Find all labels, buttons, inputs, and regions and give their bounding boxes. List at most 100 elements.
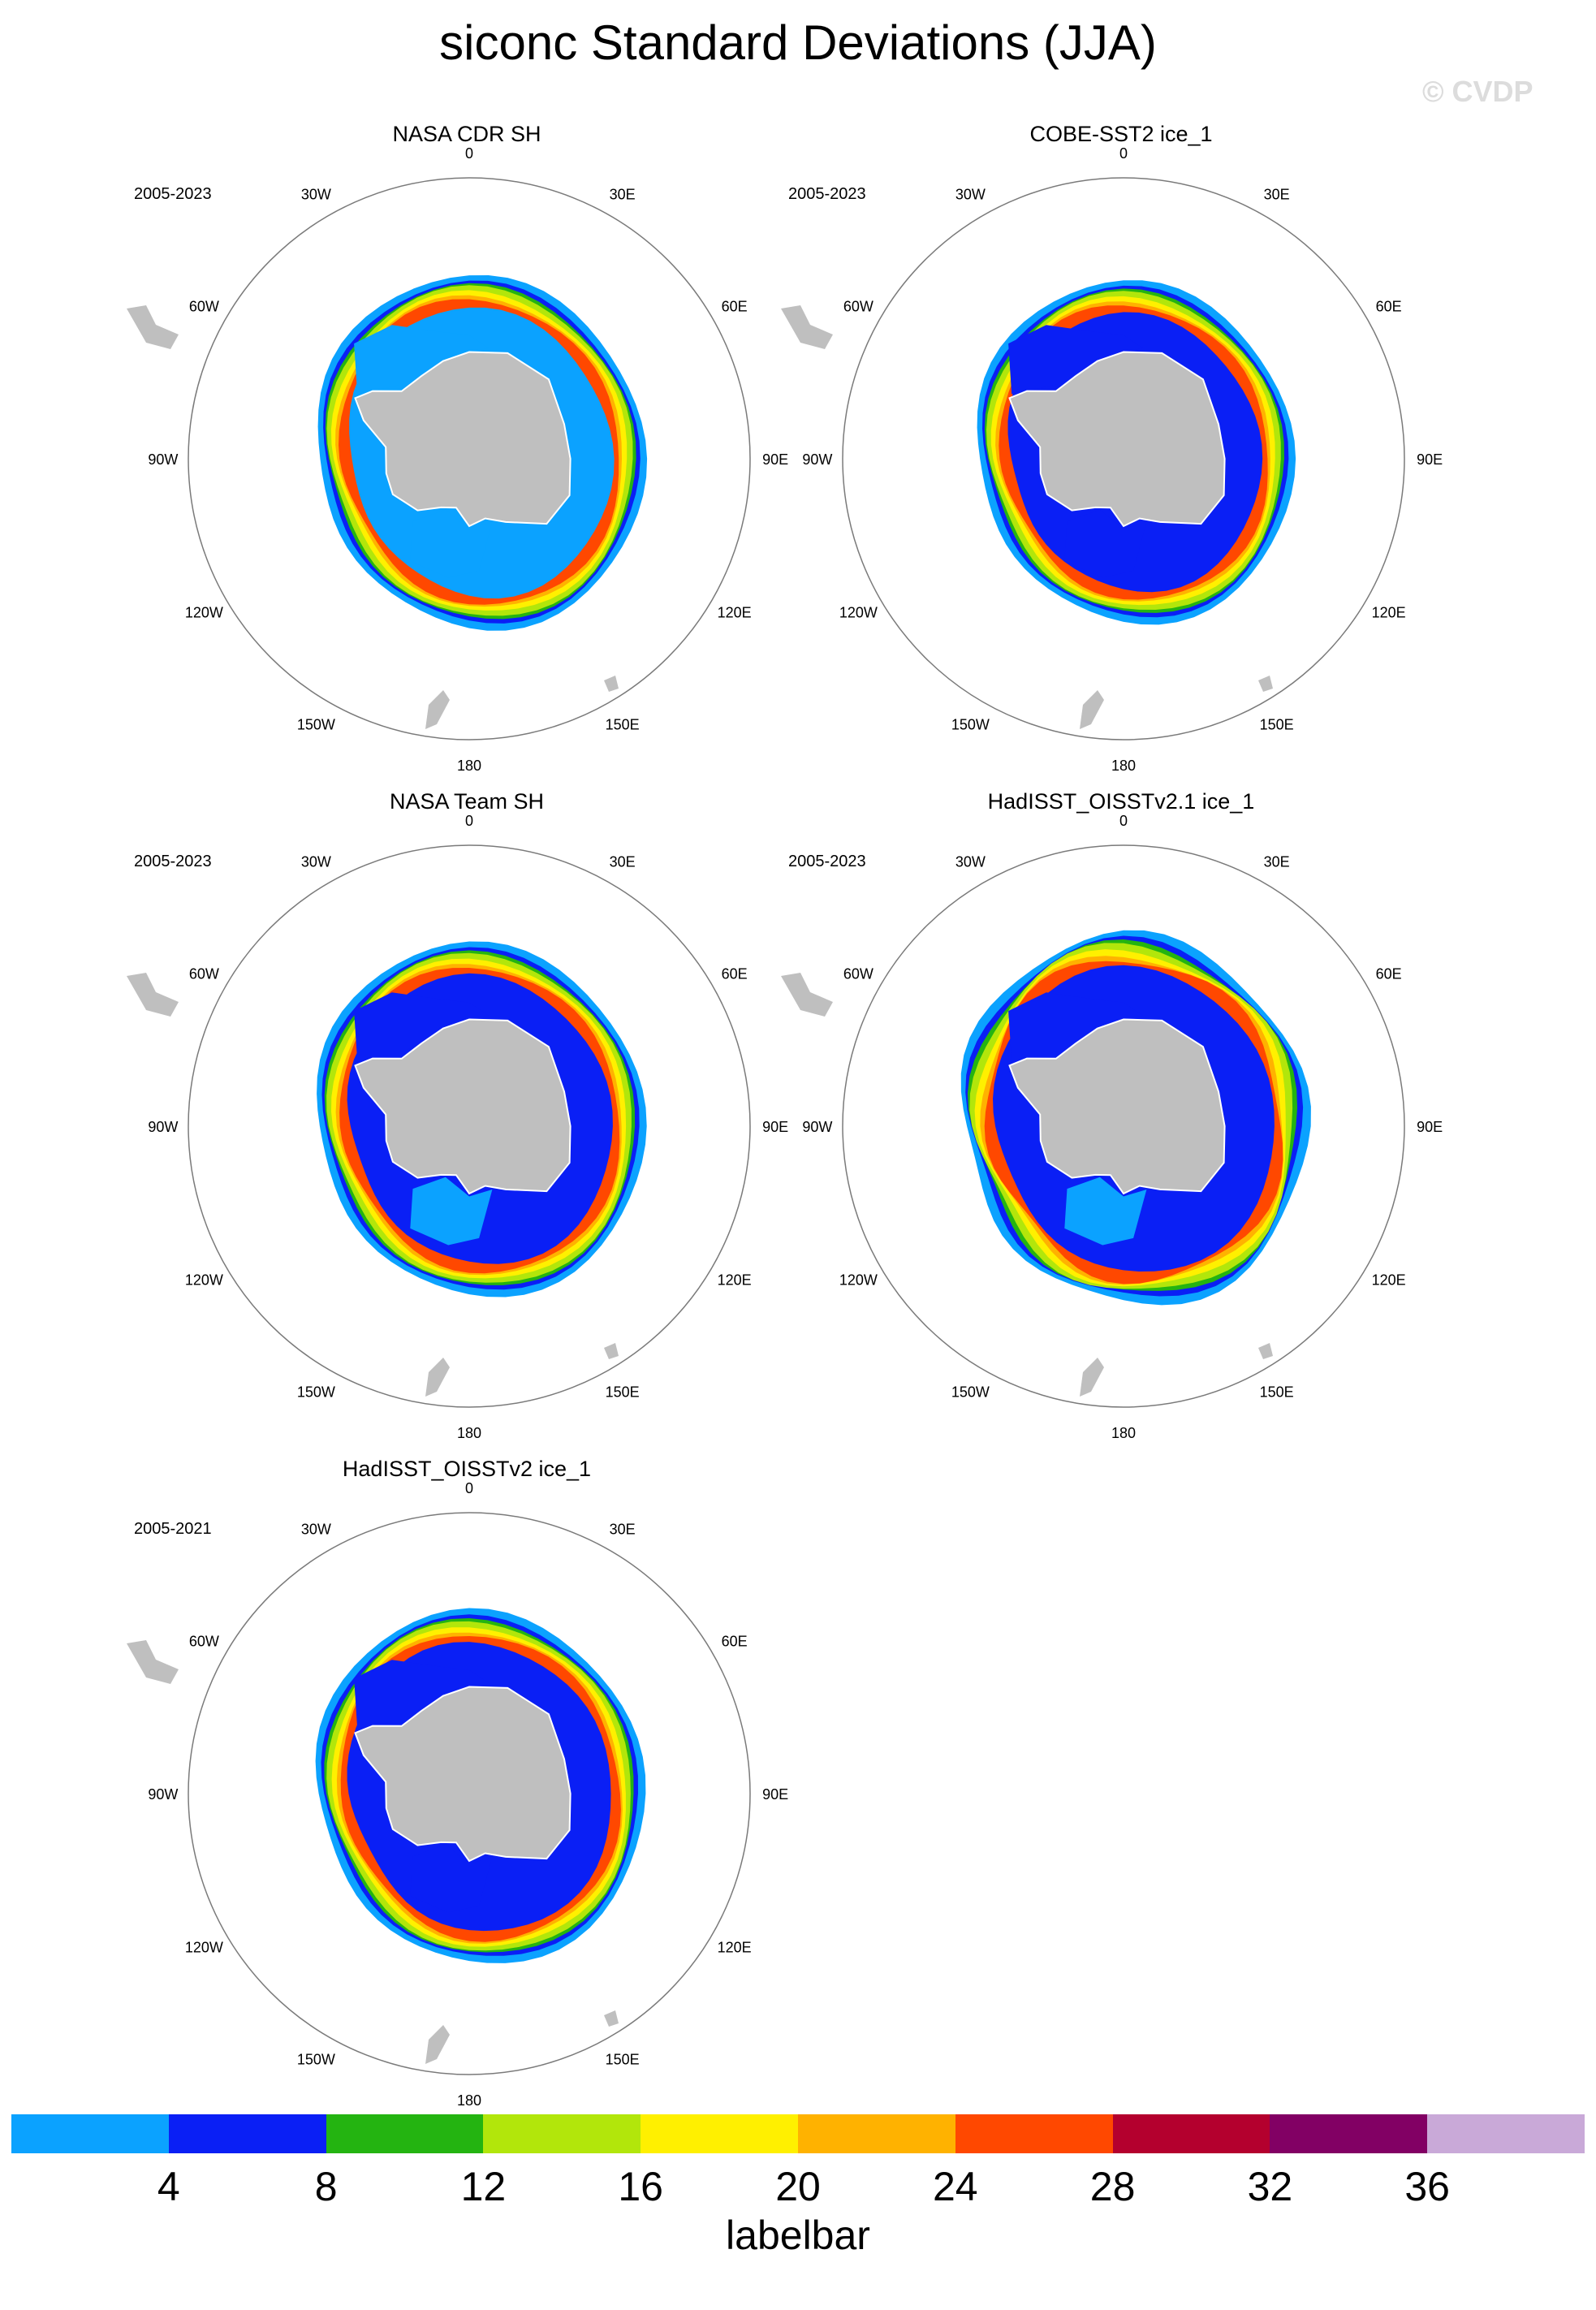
longitude-label: 150E — [1260, 717, 1294, 733]
colorbar-tick-label: 20 — [775, 2164, 821, 2209]
longitude-label: 60E — [1376, 298, 1402, 314]
weddell-sea-field — [354, 1660, 489, 1729]
longitude-label: 180 — [1111, 1425, 1136, 1441]
longitude-label: 60E — [722, 298, 748, 314]
longitude-label: 90E — [1417, 451, 1443, 468]
longitude-label: 180 — [1111, 758, 1136, 774]
longitude-label: 120W — [839, 1272, 878, 1289]
south-america-landmass — [127, 1640, 179, 1684]
longitude-label: 30W — [301, 1521, 331, 1537]
polar-map: 0 30E 60E 90E 120E 150E 180 150W 120W 90W 60W 30W — [127, 1480, 788, 2109]
south-america-landmass — [781, 973, 833, 1017]
longitude-label: 120E — [718, 1940, 752, 1956]
longitude-label: 0 — [465, 145, 473, 162]
map-boundary-circle — [842, 177, 1405, 740]
longitude-label: 120E — [1372, 605, 1406, 621]
new-zealand-landmass — [425, 2025, 450, 2064]
panel-title: HadISST_OISSTv2 ice_1 — [342, 1457, 592, 1481]
new-zealand-landmass — [425, 1358, 450, 1397]
map-boundary-circle — [188, 177, 751, 740]
panel-title: NASA Team SH — [389, 789, 545, 814]
longitude-label: 150E — [606, 1384, 640, 1401]
colorbar-segment — [955, 2114, 1113, 2153]
south-america-landmass — [127, 305, 179, 349]
weddell-sea-field — [1008, 325, 1143, 395]
ross-sea-field — [410, 509, 493, 578]
colorbar — [11, 2114, 1585, 2153]
panel-title: COBE-SST2 ice_1 — [1029, 122, 1213, 146]
longitude-label: 150W — [951, 717, 990, 733]
map-panel-hadisst-oisstv2: 0 30E 60E 90E 120E 150E 180 150W 120W 90W 60W 30W H… — [114, 1457, 844, 2109]
longitude-label: 90E — [762, 1786, 788, 1803]
colorbar-tick-label: 4 — [157, 2164, 180, 2209]
longitude-label: 120E — [1372, 1272, 1406, 1289]
colorbar-title: labelbar — [726, 2213, 870, 2258]
south-america-landmass — [781, 305, 833, 349]
antarctica-landmass — [354, 1686, 572, 1863]
longitude-label: 180 — [457, 1425, 481, 1441]
antarctica-landmass — [354, 351, 572, 528]
map-panel-cobe-sst2: 0 30E 60E 90E 120E 150E 180 150W 120W 90W 60W 30W C… — [768, 122, 1499, 774]
polar-map: 0 30E 60E 90E 120E 150E 180 150W 120W 90W 60W 30W — [781, 813, 1443, 1441]
tasmania-landmass — [1258, 676, 1273, 692]
cvdp-watermark: © CVDP — [1422, 75, 1533, 108]
colorbar-ticks: 4 8 12 16 20 24 28 32 36 — [11, 2163, 1585, 2212]
longitude-label: 60W — [843, 298, 873, 314]
panel-period: 2005-2021 — [134, 1520, 212, 1538]
new-zealand-landmass — [1080, 690, 1104, 729]
longitude-label: 90W — [802, 451, 832, 468]
longitude-label: 90W — [802, 1119, 832, 1135]
longitude-label: 150W — [297, 717, 335, 733]
longitude-label: 120E — [718, 1272, 752, 1289]
longitude-label: 30E — [610, 186, 636, 202]
longitude-label: 120W — [185, 605, 223, 621]
longitude-label: 60W — [189, 1633, 219, 1649]
new-zealand-landmass — [1080, 1358, 1104, 1397]
longitude-label: 30W — [955, 853, 986, 870]
polar-map: 0 30E 60E 90E 120E 150E 180 150W 120W 90W 60W 30W — [127, 145, 788, 774]
colorbar-tick-label: 36 — [1404, 2164, 1450, 2209]
colorbar-segment — [1112, 2114, 1270, 2153]
panel-period: 2005-2023 — [788, 185, 866, 203]
map-boundary-circle — [188, 844, 751, 1408]
map-panel-nasa-cdr: 0 30E 60E 90E 120E 150E 180 150W 120W 90W 60W 30W N… — [114, 122, 844, 774]
longitude-label: 120W — [185, 1272, 223, 1289]
weddell-sea-field — [354, 992, 489, 1062]
longitude-label: 30E — [1264, 186, 1290, 202]
colorbar-tick-label: 24 — [932, 2164, 978, 2209]
colorbar-segment — [1427, 2114, 1585, 2153]
tasmania-landmass — [1258, 1343, 1273, 1359]
longitude-label: 120W — [839, 605, 878, 621]
longitude-label: 180 — [457, 2092, 481, 2109]
longitude-label: 60W — [189, 965, 219, 982]
longitude-label: 90E — [762, 451, 788, 468]
colorbar-tick-label: 32 — [1247, 2164, 1293, 2209]
longitude-label: 30E — [610, 853, 636, 870]
panel-period: 2005-2023 — [788, 853, 866, 870]
longitude-label: 60E — [722, 965, 748, 982]
longitude-label: 0 — [1119, 813, 1128, 829]
longitude-label: 60E — [1376, 965, 1402, 982]
longitude-label: 90E — [762, 1119, 788, 1135]
longitude-label: 180 — [457, 758, 481, 774]
colorbar-tick-label: 16 — [618, 2164, 663, 2209]
map-boundary-circle — [842, 844, 1405, 1408]
tasmania-landmass — [604, 2010, 619, 2027]
map-boundary-circle — [188, 1512, 751, 2075]
longitude-label: 30W — [301, 186, 331, 202]
longitude-label: 150W — [297, 1384, 335, 1401]
longitude-label: 120W — [185, 1940, 223, 1956]
antarctica-landmass — [1008, 351, 1226, 528]
longitude-label: 150W — [951, 1384, 990, 1401]
colorbar-segment — [797, 2114, 955, 2153]
longitude-label: 30E — [1264, 853, 1290, 870]
longitude-label: 120E — [718, 605, 752, 621]
longitude-label: 150E — [1260, 1384, 1294, 1401]
map-panel-nasa-team: 0 30E 60E 90E 120E 150E 180 150W 120W 90W 60W 30W N… — [114, 789, 844, 1441]
tasmania-landmass — [604, 1343, 619, 1359]
colorbar-segment — [326, 2114, 484, 2153]
ross-sea-field — [410, 1177, 493, 1246]
tasmania-landmass — [604, 676, 619, 692]
figure-title: siconc Standard Deviations (JJA) — [439, 15, 1157, 70]
colorbar-segment — [168, 2114, 326, 2153]
